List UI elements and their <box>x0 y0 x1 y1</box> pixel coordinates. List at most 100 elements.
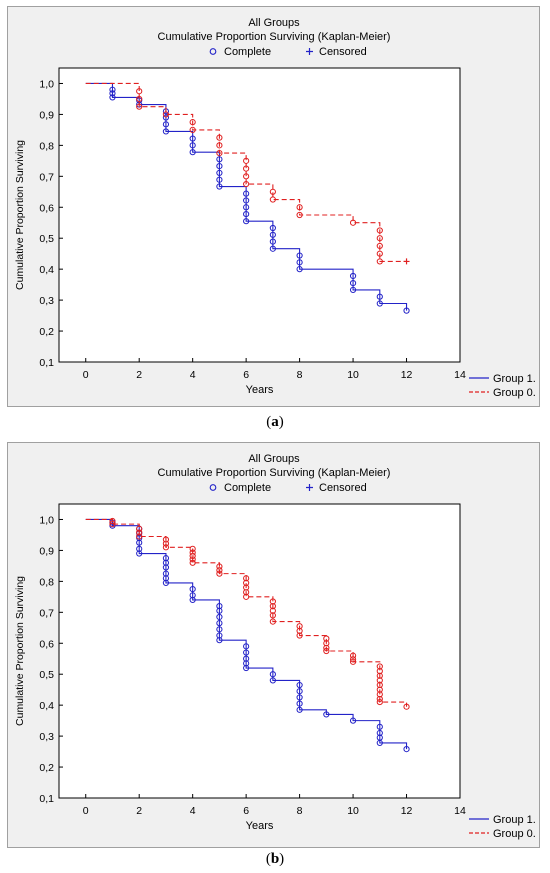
complete-marker <box>162 575 170 582</box>
y-tick-label: 0,9 <box>39 109 54 121</box>
complete-marker <box>376 227 383 234</box>
complete-marker <box>216 567 223 574</box>
complete-marker <box>162 564 170 571</box>
complete-marker <box>189 596 196 604</box>
chart-title: All Groups <box>248 17 300 29</box>
complete-marker <box>296 694 303 701</box>
complete-marker <box>136 539 143 546</box>
complete-marker <box>296 627 303 634</box>
complete-marker <box>243 165 250 172</box>
y-tick-label: 0,6 <box>39 202 54 214</box>
complete-marker <box>243 173 250 180</box>
complete-marker <box>349 272 357 280</box>
complete-marker <box>296 252 303 259</box>
legend-complete-label: Complete <box>224 482 271 494</box>
complete-marker <box>376 672 383 679</box>
complete-marker <box>109 94 116 101</box>
complete-marker <box>376 300 383 307</box>
complete-marker <box>189 126 196 133</box>
complete-marker <box>269 238 276 245</box>
chart-title: All Groups <box>248 453 300 465</box>
complete-marker <box>216 603 223 610</box>
complete-marker <box>243 210 250 218</box>
complete-marker <box>243 660 250 667</box>
complete-marker <box>269 224 276 232</box>
complete-marker <box>189 549 196 556</box>
complete-marker <box>162 111 170 118</box>
plot-area <box>58 67 461 363</box>
complete-marker <box>216 183 223 190</box>
complete-marker <box>269 677 276 684</box>
x-tick-label: 2 <box>136 369 142 381</box>
complete-marker <box>216 626 223 633</box>
y-tick-label: 1,0 <box>39 514 54 526</box>
complete-marker <box>403 307 410 314</box>
y-tick-label: 1,0 <box>39 78 54 90</box>
complete-marker <box>296 204 303 211</box>
complete-marker <box>296 632 303 639</box>
complete-marker <box>243 157 250 164</box>
complete-marker <box>136 103 143 110</box>
complete-marker <box>296 688 303 695</box>
complete-marker <box>323 635 330 642</box>
complete-marker <box>136 545 143 552</box>
complete-marker <box>349 652 357 659</box>
complete-marker <box>376 691 383 698</box>
complete-marker <box>189 559 196 566</box>
complete-marker <box>162 579 170 587</box>
complete-marker <box>243 593 250 600</box>
y-tick-label: 0,3 <box>39 731 54 743</box>
complete-marker <box>403 746 410 753</box>
x-tick-label: 6 <box>243 369 249 381</box>
x-tick-label: 0 <box>83 369 89 381</box>
x-axis-label: Years <box>246 384 274 396</box>
complete-marker <box>189 556 196 563</box>
complete-marker <box>376 723 383 730</box>
complete-marker <box>189 142 196 149</box>
legend-complete-symbol <box>209 48 217 55</box>
complete-marker <box>216 163 223 170</box>
y-tick-label: 0,6 <box>39 638 54 650</box>
complete-marker <box>216 570 223 577</box>
x-tick-label: 14 <box>454 369 466 381</box>
complete-marker <box>349 658 357 665</box>
complete-marker <box>376 681 383 689</box>
complete-marker <box>216 613 223 621</box>
complete-marker <box>216 607 223 614</box>
series-line-group-1 <box>85 518 408 750</box>
complete-marker <box>136 533 143 540</box>
complete-marker <box>243 180 250 188</box>
x-tick-label: 4 <box>190 369 196 381</box>
complete-marker <box>162 121 170 128</box>
complete-marker <box>136 88 143 95</box>
y-axis-label: Cumulative Proportion Surviving <box>14 576 26 726</box>
caption-b: (b) <box>265 851 285 867</box>
x-tick-label: 2 <box>136 805 142 817</box>
complete-marker <box>376 686 383 693</box>
complete-marker <box>376 729 383 737</box>
x-tick-label: 6 <box>243 805 249 817</box>
legend-censored-label: Censored <box>319 46 367 58</box>
complete-marker <box>323 640 330 647</box>
km-chart-a: All Groups Cumulative Proportion Survivin… <box>14 17 536 399</box>
complete-marker <box>376 235 383 242</box>
legend-label-group-1: Group 1. <box>493 814 536 826</box>
complete-marker <box>243 649 250 656</box>
x-tick-label: 4 <box>190 805 196 817</box>
complete-marker <box>243 197 250 204</box>
complete-marker <box>243 584 250 591</box>
y-tick-label: 0,7 <box>39 171 54 183</box>
complete-marker <box>216 176 223 183</box>
complete-marker <box>162 559 170 566</box>
y-tick-label: 0,7 <box>39 607 54 619</box>
x-tick-label: 10 <box>347 369 359 381</box>
complete-marker <box>216 632 223 639</box>
y-tick-label: 0,4 <box>39 264 54 276</box>
complete-marker <box>189 545 196 552</box>
complete-marker <box>376 668 383 675</box>
complete-marker <box>323 644 330 652</box>
complete-marker <box>216 169 223 177</box>
y-tick-label: 0,3 <box>39 295 54 307</box>
complete-marker <box>109 521 116 528</box>
complete-marker <box>216 150 223 157</box>
